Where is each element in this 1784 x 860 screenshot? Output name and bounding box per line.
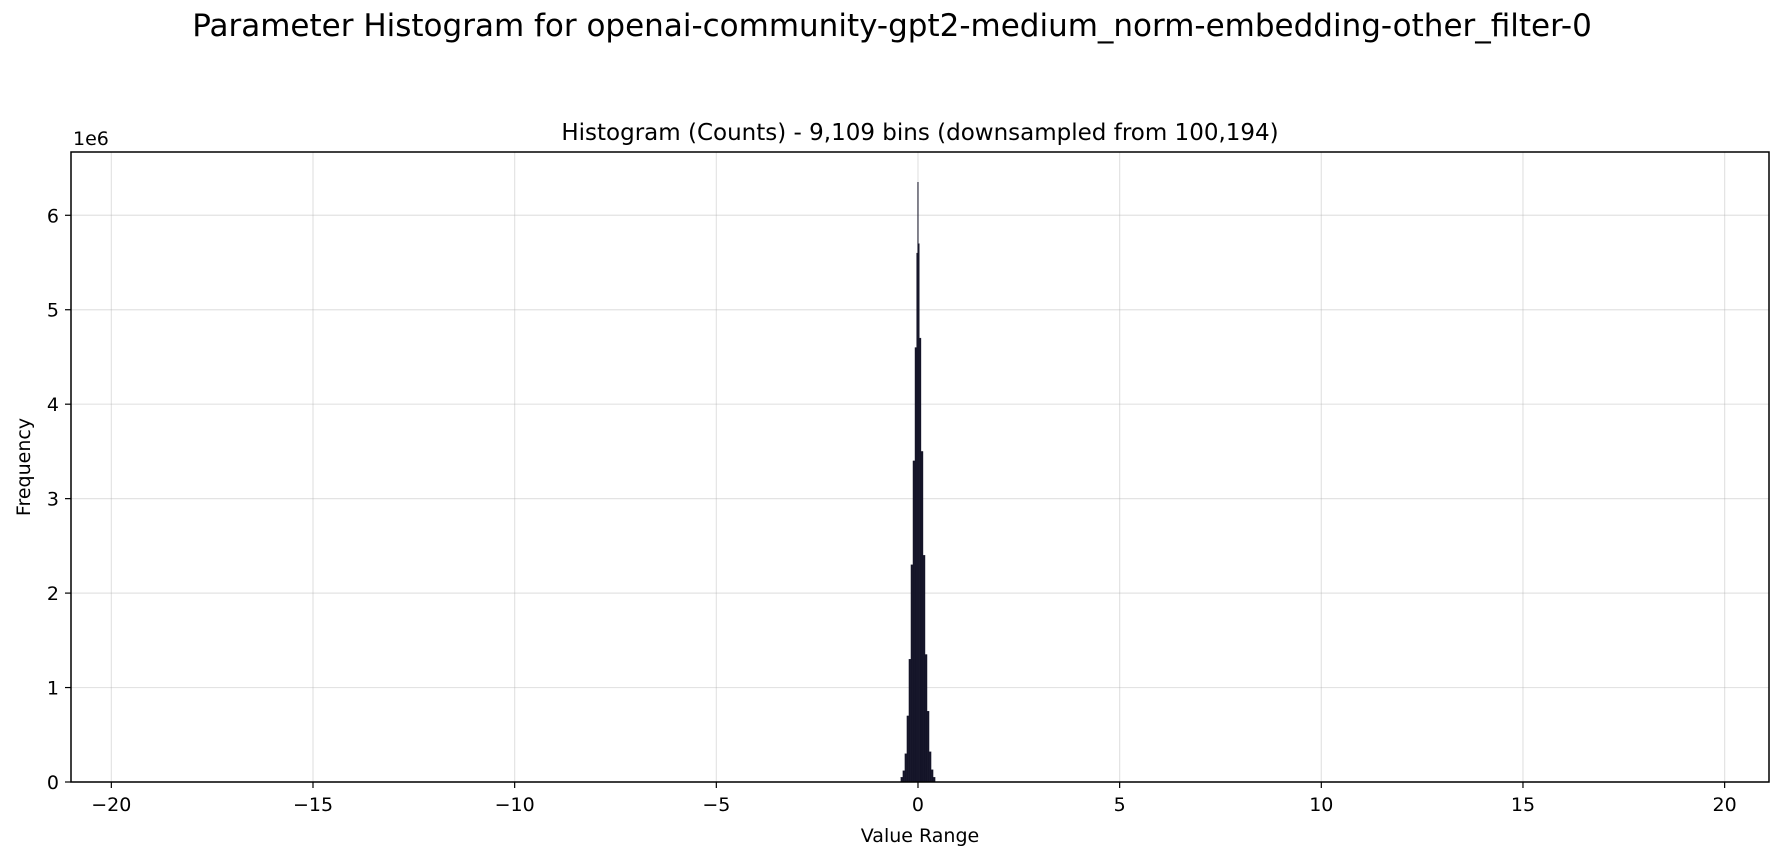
- histogram-bar: [920, 451, 924, 783]
- histogram-bar: [919, 337, 922, 783]
- histogram-bar: [902, 770, 906, 783]
- y-tick-label: 3: [47, 489, 59, 511]
- x-tick-label: 10: [1309, 794, 1333, 816]
- x-tick-label: −20: [91, 794, 131, 816]
- x-tick-label: 0: [912, 794, 924, 816]
- y-tick-label: 2: [47, 583, 59, 605]
- x-tick-label: 5: [1114, 794, 1126, 816]
- y-tick-label: 6: [47, 205, 59, 227]
- bars-layer: [900, 182, 936, 783]
- ticks-layer: −20 −15 −10 −5 0 5 10 15 20 0 1 2 3 4 5 6: [47, 205, 1737, 816]
- histogram-bar: [916, 252, 918, 783]
- x-tick-label: 15: [1511, 794, 1535, 816]
- chart-title: Histogram (Counts) - 9,109 bins (downsam…: [561, 120, 1278, 146]
- histogram-bar: [904, 753, 908, 783]
- y-tick-label: 1: [47, 678, 59, 700]
- histogram-bar: [926, 711, 930, 783]
- y-offset-label: 1e6: [73, 128, 109, 150]
- y-tick-label: 4: [47, 394, 59, 416]
- histogram-bar: [918, 243, 920, 783]
- x-tick-label: −15: [293, 794, 333, 816]
- plot-frame: [70, 151, 1770, 783]
- histogram-bar: [930, 769, 934, 783]
- y-axis-label: Frequency: [13, 418, 35, 516]
- histogram-bar: [908, 659, 912, 783]
- histogram-bar: [910, 564, 914, 783]
- histogram-bar: [924, 654, 928, 783]
- histogram-bar: [922, 555, 926, 783]
- y-tick-label: 0: [47, 772, 59, 794]
- histogram-bar: [906, 715, 910, 783]
- histogram-bar: [928, 751, 932, 783]
- histogram-bar: [912, 460, 916, 783]
- x-tick-label: −10: [495, 794, 535, 816]
- x-tick-label: 20: [1713, 794, 1737, 816]
- figure-suptitle: Parameter Histogram for openai-community…: [192, 8, 1592, 44]
- y-tick-label: 5: [47, 300, 59, 322]
- x-tick-label: −5: [702, 794, 730, 816]
- x-axis-label: Value Range: [861, 825, 979, 847]
- histogram-bar: [914, 347, 917, 783]
